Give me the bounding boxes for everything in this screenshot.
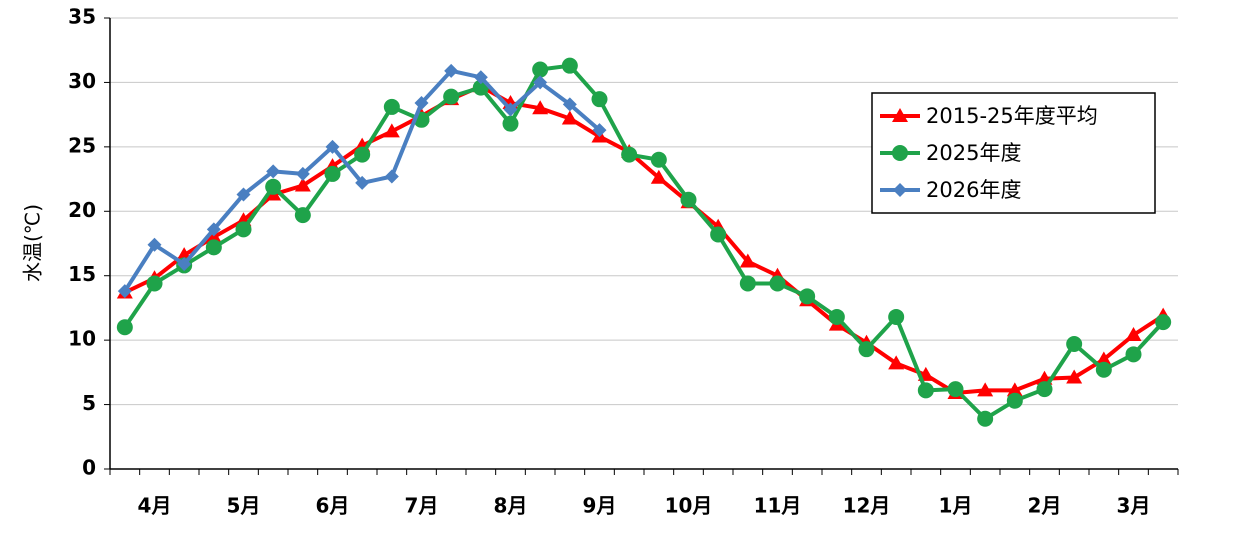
x-tick-label: 7月 bbox=[405, 494, 439, 518]
y-tick-label: 10 bbox=[68, 327, 96, 351]
marker bbox=[294, 207, 311, 224]
marker bbox=[1036, 381, 1053, 398]
y-tick-label: 30 bbox=[68, 69, 96, 93]
marker bbox=[354, 146, 371, 163]
x-tick-label: 3月 bbox=[1117, 494, 1151, 518]
marker bbox=[888, 355, 905, 370]
y-tick-label: 5 bbox=[82, 391, 96, 415]
marker bbox=[266, 164, 281, 179]
marker bbox=[532, 61, 549, 78]
marker bbox=[739, 275, 756, 292]
marker bbox=[769, 275, 786, 292]
marker bbox=[680, 191, 697, 208]
marker bbox=[1095, 351, 1112, 366]
marker bbox=[294, 177, 311, 192]
marker bbox=[562, 97, 577, 112]
marker bbox=[1155, 314, 1172, 331]
marker bbox=[355, 175, 370, 190]
x-tick-label: 10月 bbox=[665, 494, 713, 518]
legend-label: 2025年度 bbox=[926, 141, 1021, 165]
marker bbox=[205, 239, 222, 256]
marker bbox=[977, 382, 994, 397]
x-tick-label: 5月 bbox=[227, 494, 261, 518]
x-tick-label: 2月 bbox=[1028, 494, 1062, 518]
marker bbox=[502, 115, 519, 132]
marker bbox=[799, 288, 816, 305]
legend-label: 2015-25年度平均 bbox=[926, 104, 1098, 128]
y-tick-label: 0 bbox=[82, 456, 96, 480]
marker bbox=[1006, 382, 1023, 397]
marker bbox=[650, 169, 667, 184]
marker bbox=[892, 108, 908, 122]
marker bbox=[561, 57, 578, 74]
marker bbox=[561, 110, 578, 125]
marker bbox=[235, 221, 252, 238]
marker bbox=[1066, 336, 1083, 353]
y-tick-label: 25 bbox=[68, 133, 96, 157]
marker bbox=[265, 178, 282, 195]
marker bbox=[917, 382, 934, 399]
y-tick-label: 15 bbox=[68, 262, 96, 286]
marker bbox=[532, 100, 549, 115]
marker bbox=[147, 237, 162, 252]
x-tick-label: 4月 bbox=[138, 494, 172, 518]
marker bbox=[1125, 326, 1142, 341]
marker bbox=[533, 75, 548, 90]
marker bbox=[117, 284, 132, 299]
marker bbox=[977, 410, 994, 427]
legend-label: 2026年度 bbox=[926, 178, 1021, 202]
marker bbox=[893, 183, 907, 197]
marker bbox=[473, 70, 488, 85]
x-tick-label: 9月 bbox=[583, 494, 617, 518]
marker bbox=[591, 91, 608, 108]
marker bbox=[1066, 369, 1083, 384]
marker bbox=[383, 123, 400, 138]
marker bbox=[710, 226, 727, 243]
marker bbox=[324, 165, 341, 182]
marker bbox=[739, 253, 756, 268]
marker bbox=[206, 222, 221, 237]
marker bbox=[947, 381, 964, 398]
marker bbox=[650, 151, 667, 168]
marker bbox=[414, 96, 429, 111]
x-tick-label: 8月 bbox=[494, 494, 528, 518]
marker bbox=[828, 308, 845, 325]
marker bbox=[1095, 361, 1112, 378]
marker bbox=[325, 139, 340, 154]
x-tick-label: 12月 bbox=[843, 494, 891, 518]
marker bbox=[384, 169, 399, 184]
marker bbox=[1006, 392, 1023, 409]
marker bbox=[1125, 346, 1142, 363]
marker bbox=[892, 145, 908, 161]
marker bbox=[146, 275, 163, 292]
marker bbox=[621, 146, 638, 163]
x-tick-label: 1月 bbox=[939, 494, 973, 518]
y-tick-label: 20 bbox=[68, 198, 96, 222]
marker bbox=[444, 63, 459, 78]
marker bbox=[295, 166, 310, 181]
y-tick-label: 35 bbox=[68, 5, 96, 29]
marker bbox=[888, 308, 905, 325]
x-tick-label: 6月 bbox=[316, 494, 350, 518]
marker bbox=[177, 257, 192, 272]
marker bbox=[236, 187, 251, 202]
x-tick-label: 11月 bbox=[754, 494, 802, 518]
marker bbox=[116, 319, 133, 336]
marker bbox=[443, 88, 460, 105]
marker bbox=[592, 123, 607, 138]
marker bbox=[383, 98, 400, 115]
marker bbox=[503, 102, 518, 117]
marker bbox=[858, 341, 875, 358]
legend: 2015-25年度平均 2025年度 2026年度 bbox=[871, 92, 1156, 214]
y-axis-label: 水温(℃) bbox=[21, 204, 45, 282]
